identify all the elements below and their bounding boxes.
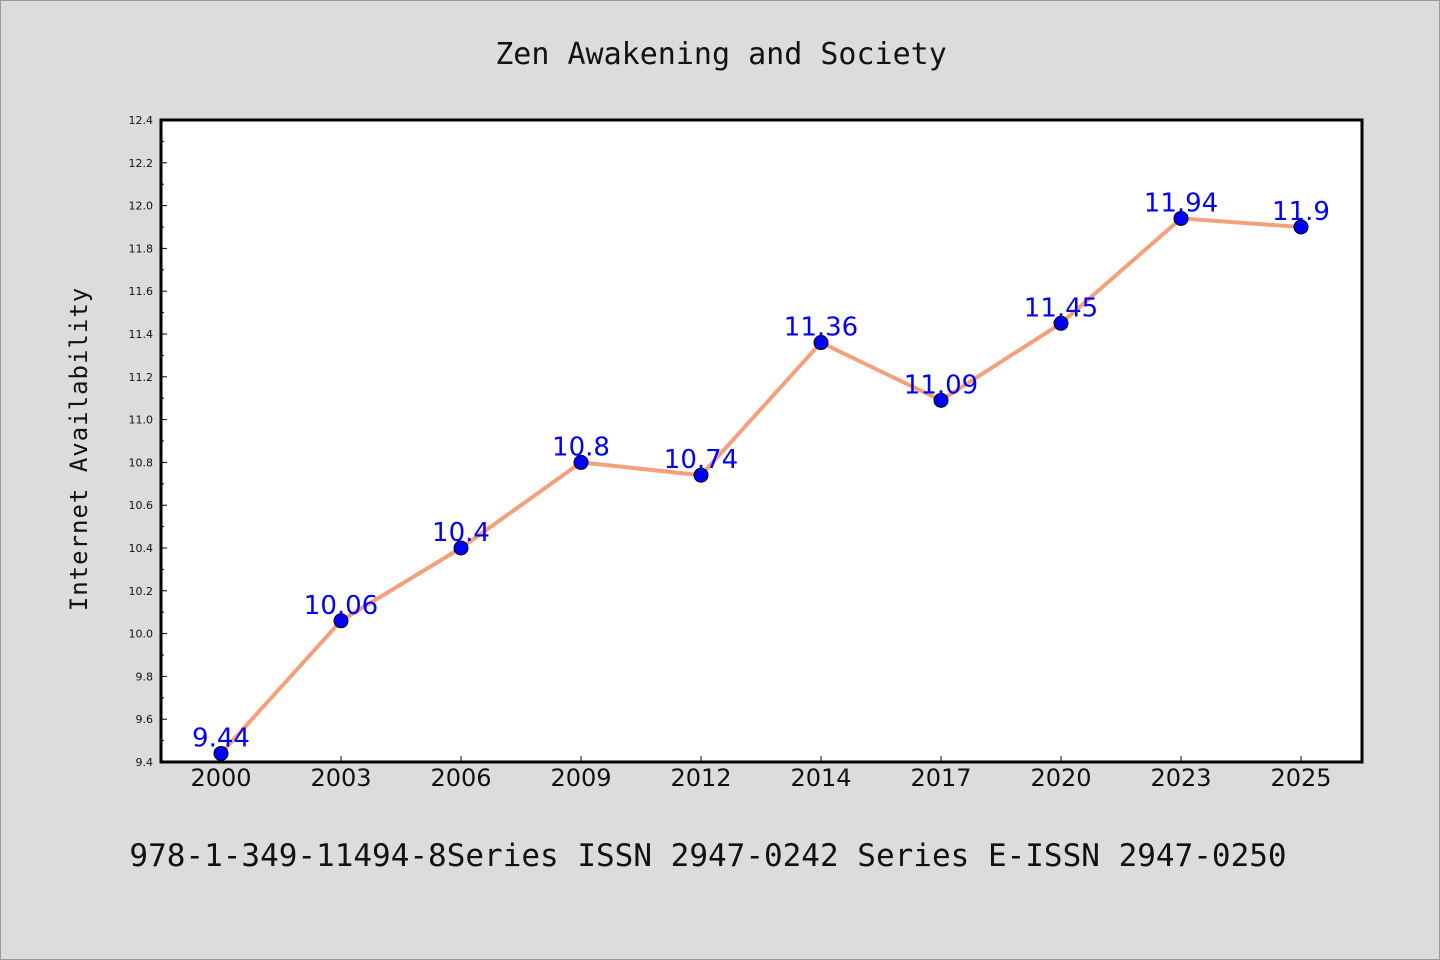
plot-area	[161, 120, 1362, 762]
x-tick-label: 2017	[910, 764, 971, 792]
data-point	[213, 745, 229, 761]
y-tick-label: 12.0	[129, 200, 154, 213]
y-tick-label: 12.4	[129, 114, 154, 127]
data-point	[573, 454, 589, 470]
data-point	[453, 540, 469, 556]
data-point	[1293, 219, 1309, 235]
chart-title: Zen Awakening and Society	[495, 37, 947, 72]
data-point	[693, 467, 709, 483]
y-tick-label: 10.4	[129, 542, 154, 555]
data-point	[933, 392, 949, 408]
plot-frame	[159, 118, 1364, 764]
x-tick-label: 2006	[430, 764, 491, 792]
data-label-group: 9.44 10.06 10.4 10.8 10.74 11.36 11.09 11.45 11.…	[192, 188, 1330, 753]
x-tick-label: 2012	[670, 764, 731, 792]
data-label: 10.4	[432, 518, 490, 548]
y-tick-label: 9.8	[136, 670, 154, 683]
y-axis: 9.4 9.6 9.8 10.0 10.2 10.4 10.6 10.8 11.0 11.2 11.…	[129, 114, 167, 769]
data-label: 10.74	[664, 445, 738, 475]
footer-isbn-issn: 978-1-349-11494-8Series ISSN 2947-0242 S…	[129, 838, 1286, 874]
data-point	[333, 613, 349, 629]
data-point	[1173, 210, 1189, 226]
y-tick-label: 11.2	[129, 371, 154, 384]
data-label: 11.94	[1144, 188, 1218, 218]
y-tick-label: 10.6	[129, 499, 154, 512]
y-tick-label: 11.0	[129, 414, 154, 427]
data-point	[813, 335, 829, 351]
y-tick-label: 9.6	[136, 713, 154, 726]
series-line-group	[213, 210, 1309, 761]
data-label: 11.09	[904, 370, 978, 400]
data-label: 11.36	[784, 313, 858, 343]
data-label: 9.44	[192, 723, 250, 753]
data-label: 10.8	[552, 432, 610, 462]
data-label: 11.9	[1272, 197, 1330, 227]
y-tick-label: 12.2	[129, 157, 154, 170]
data-label: 11.45	[1024, 293, 1098, 323]
x-tick-label: 2003	[310, 764, 371, 792]
y-tick-label: 10.8	[129, 456, 154, 469]
series-line	[219, 216, 1303, 756]
y-tick-label: 10.0	[129, 628, 154, 641]
y-tick-label: 11.4	[129, 328, 154, 341]
y-tick-label: 11.8	[129, 242, 154, 255]
x-tick-label: 2009	[550, 764, 611, 792]
x-tick-label: 2014	[790, 764, 851, 792]
x-tick-label: 2025	[1270, 764, 1331, 792]
data-point	[1053, 315, 1069, 331]
y-axis-label: Internet Availability	[65, 287, 93, 611]
x-tick-label: 2000	[190, 764, 251, 792]
y-tick-label: 9.4	[136, 756, 154, 769]
y-tick-label: 11.6	[129, 285, 154, 298]
y-tick-label: 10.2	[129, 585, 154, 598]
data-label: 10.06	[304, 591, 378, 621]
x-tick-label: 2020	[1030, 764, 1091, 792]
x-axis: 2000 2003 2006 2009 2012 2014 2017 2020 2023 2025	[190, 756, 1332, 792]
x-tick-label: 2023	[1150, 764, 1211, 792]
